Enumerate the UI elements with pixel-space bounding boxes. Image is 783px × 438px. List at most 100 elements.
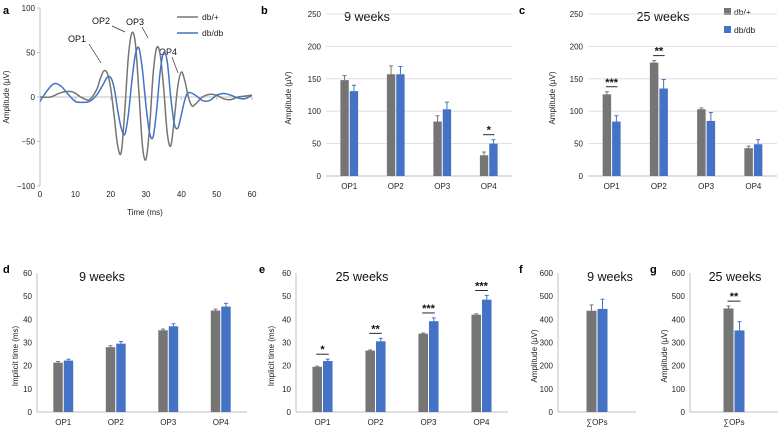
panel-b-ytick-label: 0	[317, 172, 322, 181]
panel-letter-a: a	[3, 5, 10, 17]
panel-e-ylabel: Implicit time (ms)	[267, 325, 276, 386]
panel-c-ytick-label: 50	[574, 140, 583, 149]
panel-d-ytick-label: 10	[23, 385, 32, 394]
panel-g-ytick-label: 200	[672, 362, 686, 371]
legend-label-dbplus-c: db/+	[734, 7, 751, 17]
panel-d-ytick-label: 40	[23, 315, 32, 324]
panel-e-ytick-label: 10	[282, 385, 291, 394]
panel-e-xtick-label: OP4	[473, 418, 490, 427]
panel-b-bar-dbplus	[340, 80, 349, 176]
panel-a-line-chart: Amplitude (µV) Time (ms) OP1 OP2 OP3 OP4…	[2, 4, 257, 217]
panel-c-ytick-label: 200	[570, 42, 584, 51]
panel-c-ytick-label: 150	[570, 75, 584, 84]
panel-a-annotation-op4: OP4	[159, 47, 177, 57]
panel-f-ytick-label: 100	[540, 385, 554, 394]
panel-d-bar-dbdb	[63, 360, 74, 412]
panel-a-xtick-label: 30	[142, 190, 151, 199]
panel-g-xtick-label: ∑OPs	[723, 418, 744, 427]
panel-a-xtick-label: 20	[106, 190, 115, 199]
panel-letter-b: b	[261, 5, 268, 17]
panel-f-ylabel: Amplitude (µV)	[530, 329, 539, 382]
panel-f-ytick-label: 500	[540, 292, 554, 301]
panel-g-bar-chart: 25 weeks Amplitude (µV) 600 500 400 300 200 1…	[660, 269, 778, 427]
panel-e-bar-dbdb	[482, 299, 492, 412]
panel-a-series-dbplus-line	[39, 31, 253, 161]
panel-a-series-dbdb-line	[39, 46, 253, 140]
panel-b-xtick-label: OP2	[388, 182, 405, 191]
panel-c-significance-label: ***	[605, 77, 619, 89]
panel-letter-d: d	[3, 264, 10, 276]
panel-c-bar-dbdb	[753, 144, 763, 176]
panel-e-ytick-label: 0	[287, 408, 292, 417]
panel-e-bar-dbplus	[365, 350, 375, 412]
panel-b-xtick-label: OP4	[481, 182, 498, 191]
panel-b-bar-dbdb	[349, 91, 359, 176]
panel-a-ytick-label: 50	[26, 49, 35, 58]
panel-f-ytick-label: 400	[540, 315, 554, 324]
panel-a-xtick-label: 0	[38, 190, 43, 199]
panel-b-bar-dbplus	[433, 121, 442, 176]
panel-c-ytick-label: 250	[570, 10, 584, 19]
panel-d-bar-dbplus	[105, 347, 116, 412]
panel-c-bar-dbplus	[697, 109, 706, 176]
panel-c-bar-dbdb	[659, 88, 668, 176]
panel-e-ytick-label: 20	[282, 362, 291, 371]
panel-c-bar-dbplus	[602, 94, 612, 176]
panel-c-legend: db/+ db/db	[724, 7, 756, 35]
panel-e-bar-dbplus	[312, 366, 322, 412]
panel-g-ytick-label: 500	[672, 292, 686, 301]
panel-g-ytick-label: 0	[681, 408, 686, 417]
panel-a-annotation-op1-line	[88, 43, 102, 64]
panel-e-significance-label: ***	[422, 303, 436, 315]
panel-e-significance-label: *	[320, 344, 325, 356]
panel-b-ytick-label: 250	[308, 10, 322, 19]
panel-a-xtick-label: 50	[212, 190, 221, 199]
panel-a-xtick-label: 60	[248, 190, 257, 199]
panel-f-ytick-label: 0	[549, 408, 554, 417]
panel-a-xtick-label: 40	[177, 190, 186, 199]
panel-c-xtick-label: OP3	[698, 182, 715, 191]
panel-c-bar-dbdb	[706, 120, 716, 176]
panel-a-ylabel: Amplitude (µV)	[2, 70, 11, 123]
panel-d-xtick-label: OP3	[160, 418, 177, 427]
panel-b-bar-dbdb	[489, 143, 498, 176]
panel-e-xtick-label: OP1	[314, 418, 331, 427]
panel-a-legend: db/+ db/db	[177, 12, 224, 38]
panel-g-bar-dbdb	[734, 330, 745, 412]
panel-f-xtick-label: ∑OPs	[586, 418, 607, 427]
panel-d-xtick-label: OP2	[108, 418, 125, 427]
panel-b-ytick-label: 50	[312, 140, 321, 149]
panel-b-ytick-label: 100	[308, 107, 322, 116]
panel-e-bar-dbdb	[429, 321, 439, 412]
panel-e-bar-dbdb	[376, 341, 386, 412]
panel-c-ytick-label: 0	[579, 172, 584, 181]
panel-e-significance-label: ***	[475, 280, 489, 292]
panel-e-bar-dbplus	[418, 333, 428, 412]
panel-g-ytick-label: 400	[672, 315, 686, 324]
panel-d-xtick-label: OP1	[55, 418, 72, 427]
panel-d-bar-dbdb	[116, 343, 126, 412]
panel-d-xtick-label: OP4	[213, 418, 230, 427]
panel-c-ylabel: Amplitude (µV)	[548, 71, 557, 124]
panel-f-bar-dbdb	[597, 308, 608, 412]
panel-c-xtick-label: OP2	[651, 182, 668, 191]
panel-g-bar-dbplus	[723, 308, 734, 412]
panel-a-annotation-op4-line	[171, 56, 179, 74]
panel-b-bar-dbdb	[396, 74, 405, 176]
panel-e-xtick-label: OP2	[367, 418, 384, 427]
panel-d-ytick-label: 20	[23, 362, 32, 371]
panel-a-annotation-op2-line	[111, 25, 126, 33]
panel-a-ytick-label: −100	[17, 182, 36, 191]
panel-b-bar-dbdb	[442, 109, 452, 176]
panel-e-bar-dbplus	[471, 314, 481, 412]
panel-a-xtick-label: 10	[71, 190, 80, 199]
panel-b-ytick-label: 200	[308, 42, 322, 51]
panel-e-ytick-label: 30	[282, 339, 291, 348]
panel-f-ytick-label: 300	[540, 339, 554, 348]
panel-b-bar-dbplus	[386, 74, 396, 176]
panel-c-bar-dbdb	[612, 121, 621, 176]
panel-d-bar-dbdb	[221, 306, 231, 412]
panel-d-ytick-label: 0	[28, 408, 33, 417]
legend-swatch-dbdb-square	[724, 26, 731, 33]
panel-f-title: 9 weeks	[587, 270, 633, 284]
